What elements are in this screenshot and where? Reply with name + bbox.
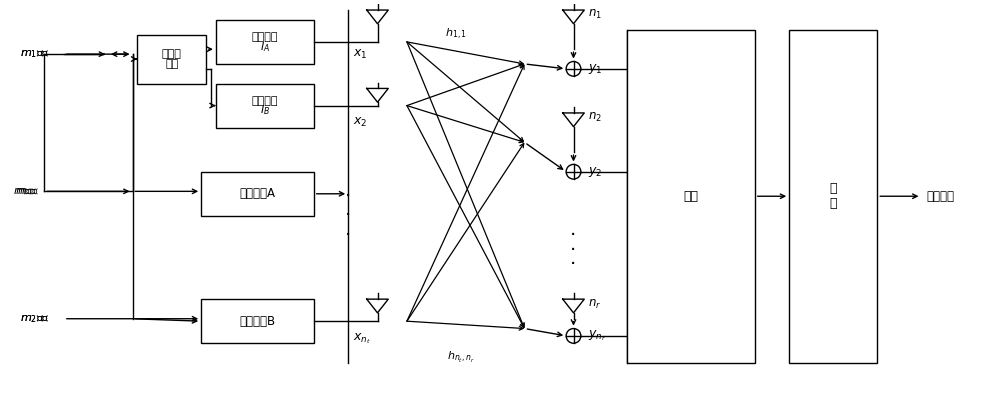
Text: $m_2$比特: $m_2$比特 xyxy=(20,313,49,324)
Bar xyxy=(216,84,314,128)
Text: ·: · xyxy=(570,255,577,274)
Text: $m_2$比特: $m_2$比特 xyxy=(20,313,49,324)
Text: 输出信号: 输出信号 xyxy=(926,190,954,203)
Text: 解
调: 解 调 xyxy=(829,182,837,210)
Text: $I_A$: $I_A$ xyxy=(260,40,270,54)
Text: 星座模式B: 星座模式B xyxy=(239,314,276,328)
Text: $n_r$: $n_r$ xyxy=(588,297,601,311)
Text: $x_{n_t}$: $x_{n_t}$ xyxy=(353,331,371,346)
Text: $y_{n_r}$: $y_{n_r}$ xyxy=(588,329,606,343)
Text: $h_{n_t,n_r}$: $h_{n_t,n_r}$ xyxy=(447,350,475,366)
Bar xyxy=(216,20,314,64)
Bar xyxy=(201,299,314,343)
Text: ·: · xyxy=(345,206,351,225)
Bar xyxy=(137,35,206,84)
Text: $y_2$: $y_2$ xyxy=(588,165,603,179)
Text: $m_1$比特: $m_1$比特 xyxy=(20,48,49,60)
Text: $m$比特: $m$比特 xyxy=(15,186,39,196)
Text: 天线子集: 天线子集 xyxy=(252,32,278,42)
Text: 择器: 择器 xyxy=(165,59,178,69)
Text: 天线子集: 天线子集 xyxy=(252,96,278,106)
Text: $y_1$: $y_1$ xyxy=(588,62,603,76)
Text: $I_B$: $I_B$ xyxy=(260,104,270,117)
Bar xyxy=(789,30,877,363)
Text: $n_1$: $n_1$ xyxy=(588,8,602,22)
Text: $x_2$: $x_2$ xyxy=(353,116,367,129)
Text: $n_2$: $n_2$ xyxy=(588,111,602,124)
Bar xyxy=(627,30,755,363)
Bar xyxy=(201,172,314,216)
Text: $m$比特: $m$比特 xyxy=(13,186,37,196)
Text: 星座模式A: 星座模式A xyxy=(239,187,275,200)
Text: ·: · xyxy=(345,187,351,206)
Text: ·: · xyxy=(570,226,577,245)
Text: $h_{1,1}$: $h_{1,1}$ xyxy=(445,27,467,42)
Text: $m_1$比特: $m_1$比特 xyxy=(20,48,49,60)
Text: ·: · xyxy=(570,240,577,260)
Text: $x_1$: $x_1$ xyxy=(353,47,367,61)
Text: 检测: 检测 xyxy=(684,190,699,203)
Text: 索引选: 索引选 xyxy=(162,49,182,59)
Text: ·: · xyxy=(345,226,351,245)
